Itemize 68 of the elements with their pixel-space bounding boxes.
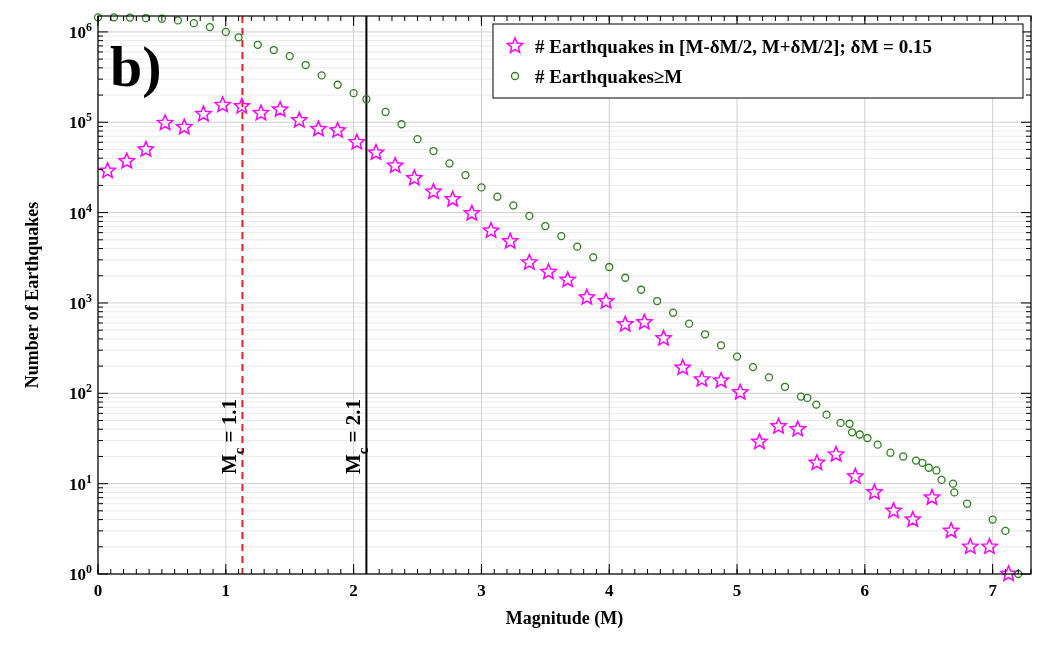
point xyxy=(808,454,826,471)
point xyxy=(846,467,864,484)
point xyxy=(271,100,289,117)
point xyxy=(942,522,960,539)
legend-label: # Earthquakes in [M-δM/2, M+δM/2]; δM = 0.15 xyxy=(535,36,932,57)
point xyxy=(501,232,519,249)
point xyxy=(520,253,538,270)
point xyxy=(712,371,730,388)
point xyxy=(367,143,385,160)
point xyxy=(290,111,308,128)
point xyxy=(693,370,711,387)
point xyxy=(444,190,462,207)
point xyxy=(137,140,155,157)
y-axis-title: Number of Earthquakes xyxy=(22,201,42,389)
point xyxy=(118,152,136,169)
y-tick-label: 10$^{6}$ xyxy=(69,19,93,42)
y-tick-label: 10$^{3}$ xyxy=(69,290,93,313)
x-axis-title: Magnitude (M) xyxy=(505,608,624,629)
point xyxy=(789,420,807,437)
x-tick-label: 3 xyxy=(477,581,486,600)
point xyxy=(655,329,672,346)
y-tick-label: 10$^{0}$ xyxy=(69,562,93,584)
point xyxy=(866,483,883,500)
x-tick-label: 2 xyxy=(349,581,358,600)
y-tick-label: 10$^{1}$ xyxy=(69,471,93,494)
point xyxy=(923,488,941,505)
point xyxy=(674,358,692,375)
point xyxy=(1000,565,1017,582)
point xyxy=(751,433,768,450)
annotation: b) xyxy=(110,34,162,99)
y-tick-label: 10$^{4}$ xyxy=(69,200,93,223)
x-tick-label: 1 xyxy=(221,581,231,600)
x-tick-label: 7 xyxy=(988,581,998,600)
point xyxy=(770,417,787,434)
point xyxy=(214,96,231,113)
point xyxy=(175,118,193,135)
point xyxy=(616,315,634,332)
point xyxy=(233,97,251,114)
point xyxy=(252,104,270,121)
point xyxy=(885,502,902,519)
point xyxy=(195,105,212,122)
point xyxy=(99,162,116,179)
point xyxy=(329,121,346,138)
point xyxy=(482,221,500,238)
point xyxy=(540,263,557,280)
point xyxy=(636,313,653,330)
x-tick-label: 6 xyxy=(860,581,870,600)
y-tick-label: 10$^{5}$ xyxy=(69,110,93,133)
legend-label: # Earthquakes≥M xyxy=(535,66,683,87)
point xyxy=(981,538,998,555)
point xyxy=(425,183,442,200)
point xyxy=(386,157,404,173)
point xyxy=(578,288,596,305)
point xyxy=(731,383,749,400)
point xyxy=(310,120,327,137)
point xyxy=(156,114,174,131)
point xyxy=(904,510,922,527)
point xyxy=(405,169,423,186)
point xyxy=(559,271,577,288)
point xyxy=(827,445,845,462)
point xyxy=(463,204,481,221)
y-tick-label: 10$^{2}$ xyxy=(69,381,93,404)
x-tick-label: 4 xyxy=(604,581,614,600)
x-tick-label: 5 xyxy=(732,581,742,600)
point xyxy=(961,538,979,555)
point xyxy=(597,292,615,309)
point xyxy=(348,133,366,150)
x-tick-label: 0 xyxy=(93,581,103,600)
